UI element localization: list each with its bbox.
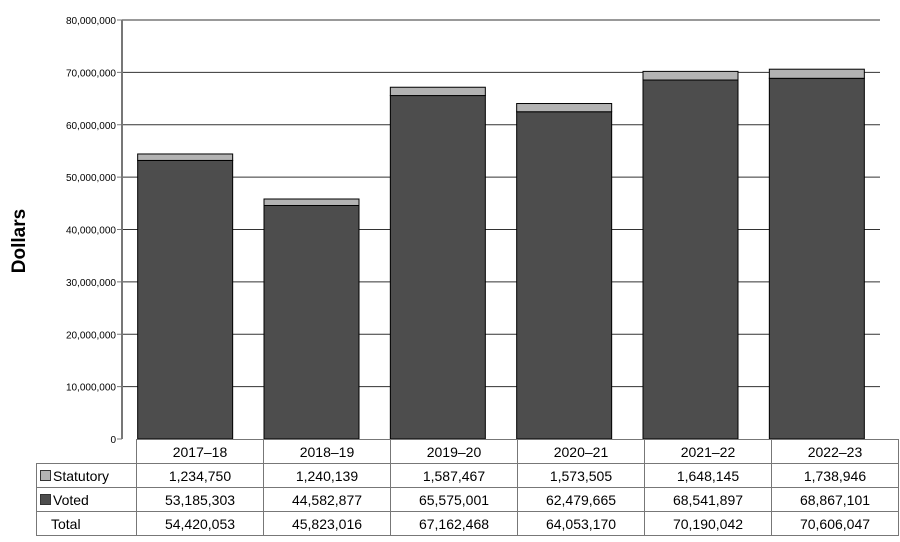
bar-voted [263, 204, 360, 440]
bar-voted [768, 77, 865, 440]
statutory-value: 1,240,139 [263, 463, 391, 488]
category-label: 2018–19 [263, 439, 391, 464]
row-label-statutory: Statutory [36, 463, 137, 488]
voted-swatch [40, 493, 51, 505]
category-label: 2022–23 [771, 439, 899, 464]
row-label-total: Total [36, 511, 137, 536]
statutory-value: 1,573,505 [517, 463, 645, 488]
bar-statutory [516, 103, 613, 113]
voted-value: 65,575,001 [390, 487, 518, 512]
bar-statutory [642, 70, 739, 81]
category-label: 2017–18 [136, 439, 264, 464]
y-tick-label: 20,000,000 [66, 330, 116, 341]
total-value: 45,823,016 [263, 511, 391, 536]
statutory-value: 1,587,467 [390, 463, 518, 488]
bar-statutory [768, 68, 865, 79]
bar-statutory [137, 153, 234, 161]
category-label: 2020–21 [517, 439, 645, 464]
statutory-value: 1,648,145 [644, 463, 772, 488]
statutory-value: 1,234,750 [136, 463, 264, 488]
voted-value: 68,867,101 [771, 487, 899, 512]
total-value: 64,053,170 [517, 511, 645, 536]
bar-statutory [263, 198, 360, 206]
y-tick-label: 50,000,000 [66, 173, 116, 184]
y-tick-label: 40,000,000 [66, 226, 116, 237]
statutory-label: Statutory [53, 467, 110, 484]
voted-label: Voted [53, 491, 89, 508]
total-value: 67,162,468 [390, 511, 518, 536]
y-axis-label: Dollars [9, 208, 31, 274]
category-label: 2019–20 [390, 439, 518, 464]
total-value: 70,606,047 [771, 511, 899, 536]
total-value: 54,420,053 [136, 511, 264, 536]
y-tick-label: 70,000,000 [66, 68, 116, 79]
y-tick-label: 60,000,000 [66, 121, 116, 132]
y-tick-label: 30,000,000 [66, 278, 116, 289]
y-tick-label: 80,000,000 [66, 16, 116, 27]
voted-value: 62,479,665 [517, 487, 645, 512]
bar-voted [642, 79, 739, 440]
data-table: 2017–18 2018–19 2019–20 2020–21 2021–22 2022–… [36, 439, 899, 536]
voted-value: 68,541,897 [644, 487, 772, 512]
voted-value: 53,185,303 [136, 487, 264, 512]
bar-voted [516, 111, 613, 440]
voted-value: 44,582,877 [263, 487, 391, 512]
bar-statutory [389, 86, 486, 97]
category-label: 2021–22 [644, 439, 772, 464]
bar-voted [137, 159, 234, 440]
total-value: 70,190,042 [644, 511, 772, 536]
y-tick-label: 10,000,000 [66, 383, 116, 394]
statutory-swatch [40, 469, 51, 481]
statutory-value: 1,738,946 [771, 463, 899, 488]
bar-voted [389, 95, 486, 440]
row-label-voted: Voted [36, 487, 137, 512]
